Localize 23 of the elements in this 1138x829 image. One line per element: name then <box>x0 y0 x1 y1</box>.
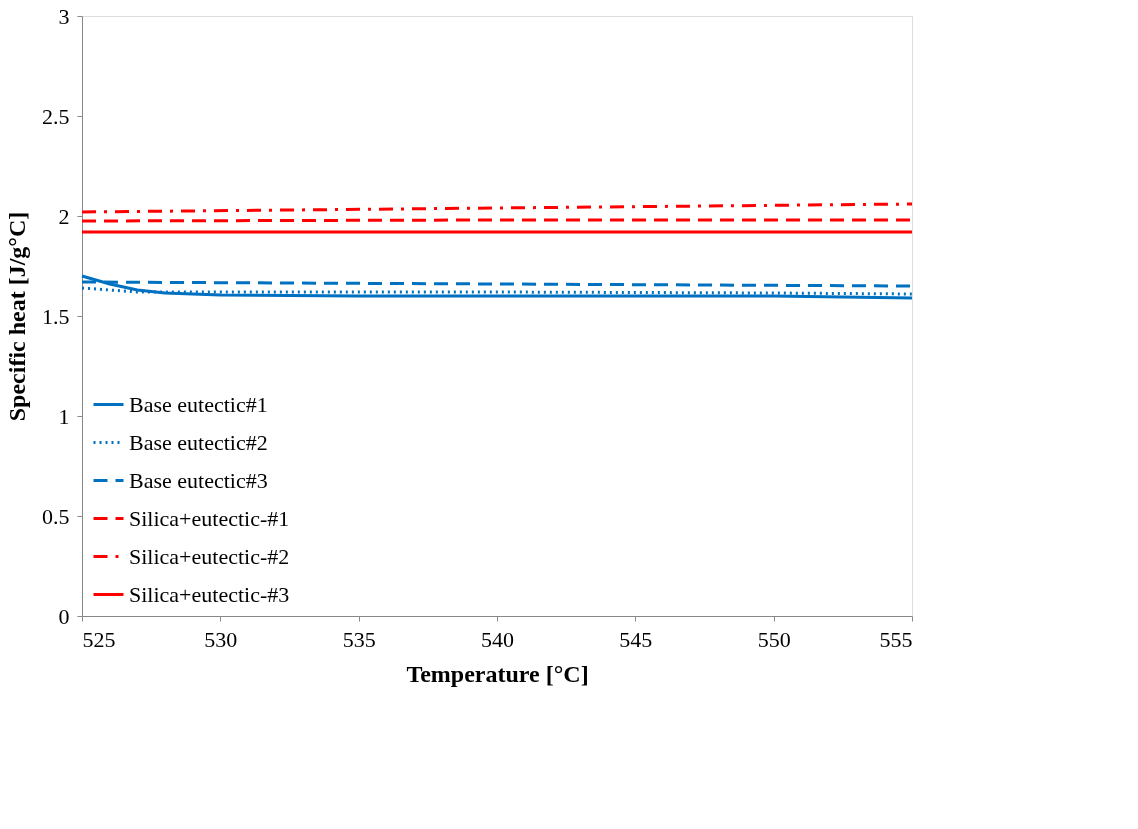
legend-label: Silica+eutectic-#2 <box>129 543 290 569</box>
x-tick-label: 530 <box>204 626 238 652</box>
legend-label: Base eutectic#3 <box>129 467 268 493</box>
y-tick-label: 1 <box>58 403 70 429</box>
y-tick-label: 1.5 <box>42 303 70 329</box>
y-tick-label: 2 <box>58 203 70 229</box>
x-axis-title: Temperature [°C] <box>406 660 589 687</box>
y-tick-label: 3 <box>58 3 70 29</box>
legend-label: Base eutectic#2 <box>129 429 268 455</box>
y-tick-label: 2.5 <box>42 103 70 129</box>
x-tick-label: 525 <box>82 626 116 652</box>
x-tick-label: 550 <box>757 626 791 652</box>
y-tick-label: 0.5 <box>42 503 70 529</box>
x-tick-label: 545 <box>619 626 653 652</box>
x-tick-label: 555 <box>879 626 913 652</box>
legend-label: Silica+eutectic-#1 <box>129 505 290 531</box>
x-tick-label: 535 <box>342 626 376 652</box>
y-axis-title: Specific heat [J/g°C] <box>4 211 30 422</box>
x-tick-label: 540 <box>481 626 514 652</box>
legend-label: Base eutectic#1 <box>129 391 268 417</box>
legend-label: Silica+eutectic-#3 <box>129 581 290 607</box>
line-series <box>80 274 914 300</box>
y-tick-label: 0 <box>58 603 70 629</box>
